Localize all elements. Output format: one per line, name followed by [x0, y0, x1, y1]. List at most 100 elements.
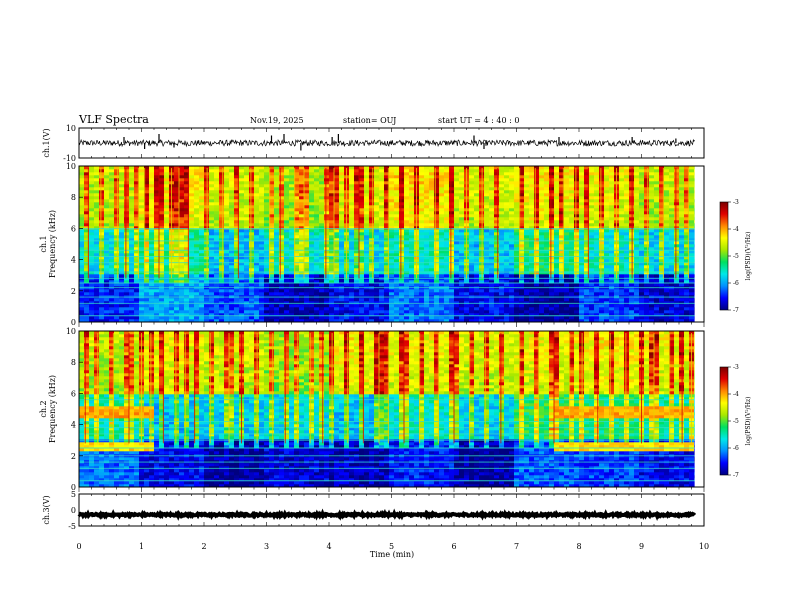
ch1-spectrogram-cell	[409, 271, 414, 274]
ch1-spectrogram-cell	[249, 208, 254, 211]
ch1-spectrogram-cell	[524, 289, 529, 292]
ch1-spectrogram-cell	[399, 298, 404, 301]
ch1-spectrogram-cell	[254, 241, 259, 244]
ch1-spectrogram-cell	[264, 241, 269, 244]
ch1-spectrogram-cell	[524, 304, 529, 307]
ch1-spectrogram-cell	[89, 172, 94, 175]
ch1-spectrogram-cell	[324, 211, 329, 214]
ch1-spectrogram-cell	[289, 178, 294, 181]
ch1-spectrogram-cell	[539, 265, 544, 268]
ch1-spectrogram-cell	[424, 274, 429, 277]
ch1-spectrogram-cell	[484, 283, 489, 286]
ch1-spectrogram-cell	[254, 259, 259, 262]
ch1-spectrogram-cell	[284, 301, 289, 304]
ch1-spectrogram-cell	[399, 310, 404, 313]
ch1-spectrogram-cell	[194, 211, 199, 214]
ch1-spectrogram-cell	[394, 232, 399, 235]
ch1-spectrogram-cell	[264, 289, 269, 292]
ch1-spectrogram-cell	[309, 283, 314, 286]
ch1-spectrogram-cell	[514, 241, 519, 244]
ch1-spectrogram-cell	[114, 229, 119, 232]
ch1-spectrogram-cell	[254, 265, 259, 268]
ch1-spectrogram-cell	[189, 307, 194, 310]
ch1-spectrogram-cell	[79, 229, 84, 232]
ch1-spectrogram-cell	[264, 199, 269, 202]
ch1-spectrogram-cell	[254, 292, 259, 295]
ch1-spectrogram-cell	[129, 217, 134, 220]
ch1-spectrogram-cell	[209, 241, 214, 244]
ch1-spectrogram-cell	[129, 235, 134, 238]
ch1-spectrogram-cell	[284, 253, 289, 256]
ch1-spectrogram-cell	[229, 301, 234, 304]
ch1-spectrogram-cell	[409, 265, 414, 268]
ch1-spectrogram-cell	[154, 298, 159, 301]
ch1-spectrogram-cell	[404, 184, 409, 187]
ch1-spectrogram-cell	[479, 292, 484, 295]
ch1-spectrogram-cell	[219, 205, 224, 208]
ch1-spectrogram-cell	[189, 190, 194, 193]
ch1-spectrogram-cell	[114, 307, 119, 310]
ch1-spectrogram-cell	[374, 310, 379, 313]
ch1-spectrogram-cell	[94, 274, 99, 277]
ch1-spectrogram-cell	[304, 274, 309, 277]
ch1-spectrogram-cell	[464, 307, 469, 310]
ch1-spectrogram-cell	[429, 214, 434, 217]
ch1-spectrogram-cell	[364, 193, 369, 196]
ch1-spectrogram-cell	[539, 187, 544, 190]
ch1-spectrogram-cell	[189, 202, 194, 205]
ch1-spectrogram-cell	[94, 241, 99, 244]
ch1-spectrogram-cell	[244, 244, 249, 247]
ch1-spectrogram-cell	[369, 181, 374, 184]
ch1-spectrogram-cell	[304, 181, 309, 184]
ch1-spectrogram-cell	[299, 310, 304, 313]
ch1-spectrogram-cell	[364, 205, 369, 208]
ch1-spectrogram-cell	[529, 298, 534, 301]
ch1-spectrogram-cell	[509, 184, 514, 187]
ch1-spectrogram-cell	[114, 310, 119, 313]
ch1-spectrogram-cell	[339, 235, 344, 238]
ch1-spectrogram-cell	[494, 211, 499, 214]
ch1-spectrogram-cell	[459, 310, 464, 313]
ch1-spectrogram-cell	[324, 223, 329, 226]
ch1-spectrogram-cell	[209, 187, 214, 190]
ch1-spectrogram-cell	[424, 241, 429, 244]
ch1-spectrogram-cell	[334, 268, 339, 271]
ch1-spectrogram-cell	[364, 241, 369, 244]
ch1-spectrogram-cell	[409, 301, 414, 304]
ch1-spectrogram-cell	[449, 193, 454, 196]
ch1-spectrogram-cell	[114, 193, 119, 196]
ch1-spectrogram-cell	[494, 292, 499, 295]
ch1-spectrogram-cell	[179, 304, 184, 307]
ch1-spectrogram-cell	[329, 316, 334, 319]
ch1-spectrogram-cell	[439, 217, 444, 220]
ch1-spectrogram-cell	[374, 316, 379, 319]
ch1-spectrogram-cell	[314, 184, 319, 187]
ch1-spectrogram-cell	[359, 304, 364, 307]
ch1-spectrogram-cell	[179, 187, 184, 190]
ch1-spectrogram-cell	[79, 283, 84, 286]
ch1-spectrogram-cell	[149, 274, 154, 277]
ch1-spectrogram-cell	[169, 292, 174, 295]
ch1-spectrogram-cell	[339, 199, 344, 202]
ch1-spectrogram-cell	[164, 208, 169, 211]
ch1-spectrogram-cell	[479, 304, 484, 307]
ch1-spectrogram-cell	[529, 241, 534, 244]
ch1-spectrogram-cell	[194, 304, 199, 307]
ch1-spectrogram-cell	[309, 187, 314, 190]
ch1-spectrogram-cell	[439, 283, 444, 286]
ch1-spectrogram-cell	[199, 217, 204, 220]
ch1-spectrogram-cell	[504, 202, 509, 205]
ch1-spectrogram-cell	[459, 169, 464, 172]
ch1-spectrogram-cell	[319, 223, 324, 226]
ch1-spectrogram-cell	[504, 211, 509, 214]
ch1-spectrogram-cell	[389, 205, 394, 208]
ch1-spectrogram-cell	[494, 184, 499, 187]
ch1-spectrogram-cell	[509, 178, 514, 181]
ch1-spectrogram-cell	[149, 268, 154, 271]
ch1-spectrogram-cell	[119, 190, 124, 193]
ch1-spectrogram-cell	[474, 310, 479, 313]
ch1-spectrogram-cell	[119, 235, 124, 238]
ch1-spectrogram-cell	[259, 301, 264, 304]
ch1-spectrogram-cell	[424, 271, 429, 274]
ch1-spectrogram-cell	[319, 283, 324, 286]
